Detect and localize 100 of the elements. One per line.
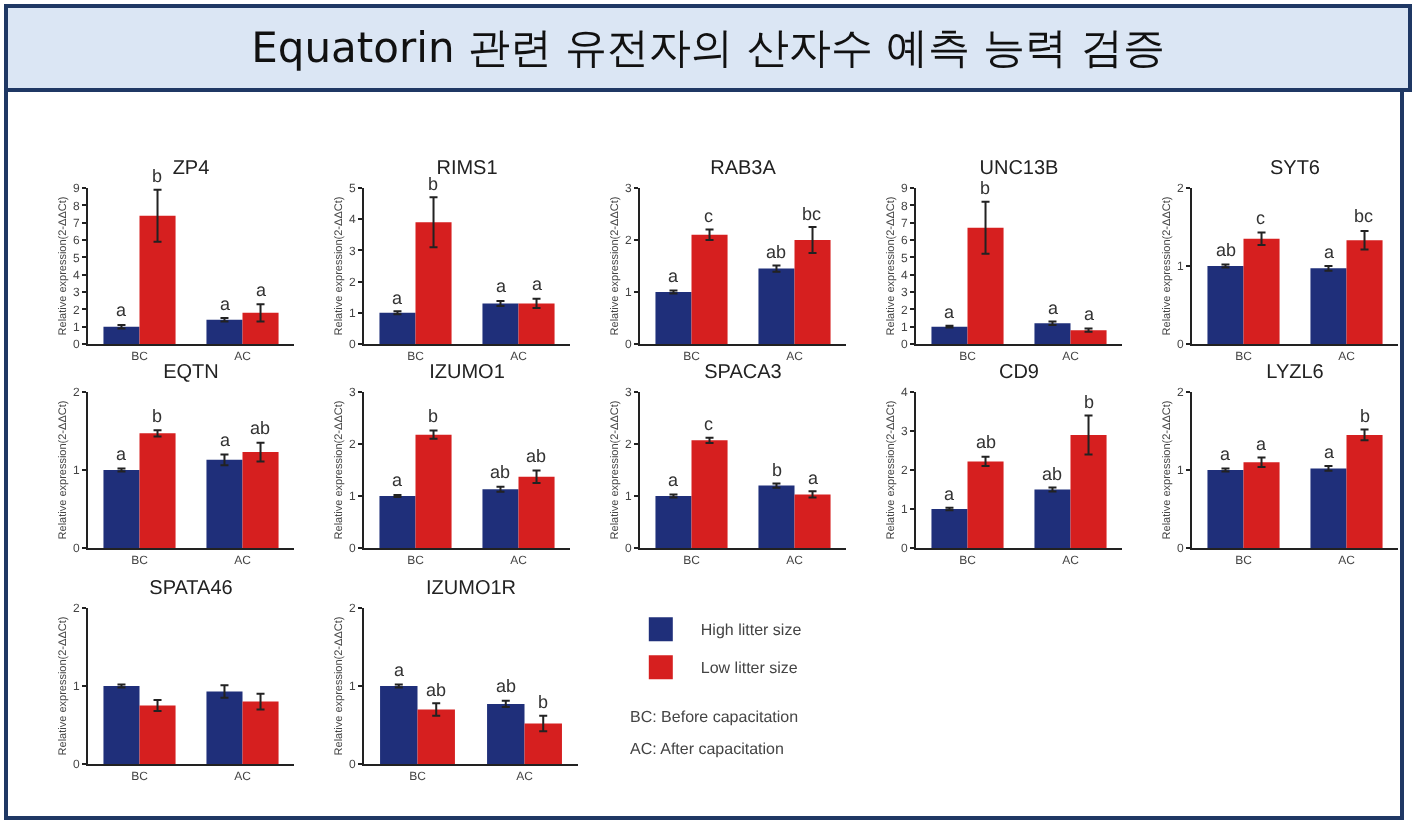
bar <box>518 303 555 344</box>
chart-title: EQTN <box>163 362 219 384</box>
bar <box>794 240 831 344</box>
bar <box>1070 330 1107 344</box>
data-label: ab <box>496 676 517 696</box>
bar <box>967 461 1004 548</box>
data-label: b <box>152 166 163 186</box>
legend-label: Low litter size <box>700 659 799 678</box>
data-label: a <box>808 468 819 488</box>
bar <box>415 434 452 548</box>
data-label: a <box>220 430 231 450</box>
data-label: a <box>944 302 955 322</box>
data-label: b <box>1360 406 1371 426</box>
legend-label: High litter size <box>700 621 803 640</box>
bar <box>1207 470 1244 548</box>
chart-title: LYZL6 <box>1266 362 1325 384</box>
bar <box>139 705 176 764</box>
bar <box>1207 266 1244 344</box>
data-label: a <box>1324 442 1335 462</box>
text: AC: After capacitation <box>630 740 784 758</box>
bar <box>103 470 140 548</box>
chart-title: SYT6 <box>1269 158 1321 180</box>
data-label: ab <box>1042 464 1063 484</box>
text: BC: Before capacitation <box>630 708 799 726</box>
bar <box>1346 434 1383 548</box>
data-label: b <box>1084 392 1095 412</box>
data-label: a <box>392 470 403 490</box>
data-label: a <box>116 300 127 320</box>
bar <box>103 326 140 344</box>
data-label: a <box>220 294 231 314</box>
bar <box>139 433 176 548</box>
bar <box>931 509 968 548</box>
bar <box>487 703 525 764</box>
data-label: a <box>496 276 507 296</box>
data-label: a <box>1256 434 1267 454</box>
text: Equatorin 관련 유전자의 산자수 예측 능력 검증 <box>4 4 1412 92</box>
bar <box>103 686 140 764</box>
chart-title: SPATA46 <box>149 578 234 600</box>
data-label: bc <box>1354 206 1375 226</box>
bar <box>206 459 243 548</box>
bar <box>1034 489 1071 548</box>
data-label: ab <box>1216 240 1237 260</box>
chart-title: RAB3A <box>710 158 777 180</box>
bar <box>1346 240 1383 344</box>
data-label: ab <box>526 446 547 466</box>
chart-title: SPACA3 <box>704 362 783 384</box>
bar <box>379 312 416 344</box>
bar <box>931 326 968 344</box>
data-label: b <box>980 178 991 198</box>
data-label: a <box>394 660 405 680</box>
data-label: b <box>772 460 783 480</box>
data-label: a <box>1084 304 1095 324</box>
bar <box>482 303 519 344</box>
bar <box>758 485 795 548</box>
bar <box>691 234 728 344</box>
bar <box>417 709 455 764</box>
bar <box>1243 462 1280 548</box>
data-label: a <box>944 484 955 504</box>
bar <box>1310 468 1347 548</box>
chart-title: RIMS1 <box>436 158 499 180</box>
data-label: a <box>392 288 403 308</box>
bar <box>655 496 692 548</box>
bar <box>1070 434 1107 548</box>
chart-title: IZUMO1R <box>426 578 516 600</box>
bar <box>967 227 1004 344</box>
bar <box>794 494 831 548</box>
bar <box>518 476 555 548</box>
bar <box>655 292 692 344</box>
bar <box>139 215 176 344</box>
bar <box>380 686 418 764</box>
chart-title: CD9 <box>998 362 1040 384</box>
chart-title: ZP4 <box>172 158 211 180</box>
data-label: a <box>1048 298 1059 318</box>
data-label: b <box>152 406 163 426</box>
bar <box>206 691 243 764</box>
data-label: c <box>1256 208 1266 228</box>
data-label: c <box>704 414 714 434</box>
data-label: b <box>538 692 549 712</box>
data-label: a <box>116 444 127 464</box>
bar <box>242 701 279 764</box>
data-label: ab <box>976 432 997 452</box>
chart-title: UNC13B <box>979 158 1060 180</box>
bar <box>379 496 416 548</box>
data-label: a <box>1324 242 1335 262</box>
bar <box>482 489 519 548</box>
bar <box>524 723 562 764</box>
data-label: ab <box>426 680 447 700</box>
bar <box>1310 268 1347 344</box>
data-label: ab <box>250 418 271 438</box>
bar <box>1243 238 1280 344</box>
bar <box>758 268 795 344</box>
data-label: a <box>668 470 679 490</box>
data-label: a <box>256 280 267 300</box>
data-label: ab <box>490 462 511 482</box>
chart-title: IZUMO1 <box>429 362 506 384</box>
data-label: b <box>428 174 439 194</box>
bar <box>415 222 452 344</box>
data-label: a <box>532 274 543 294</box>
bar <box>206 319 243 344</box>
bar <box>242 452 279 548</box>
